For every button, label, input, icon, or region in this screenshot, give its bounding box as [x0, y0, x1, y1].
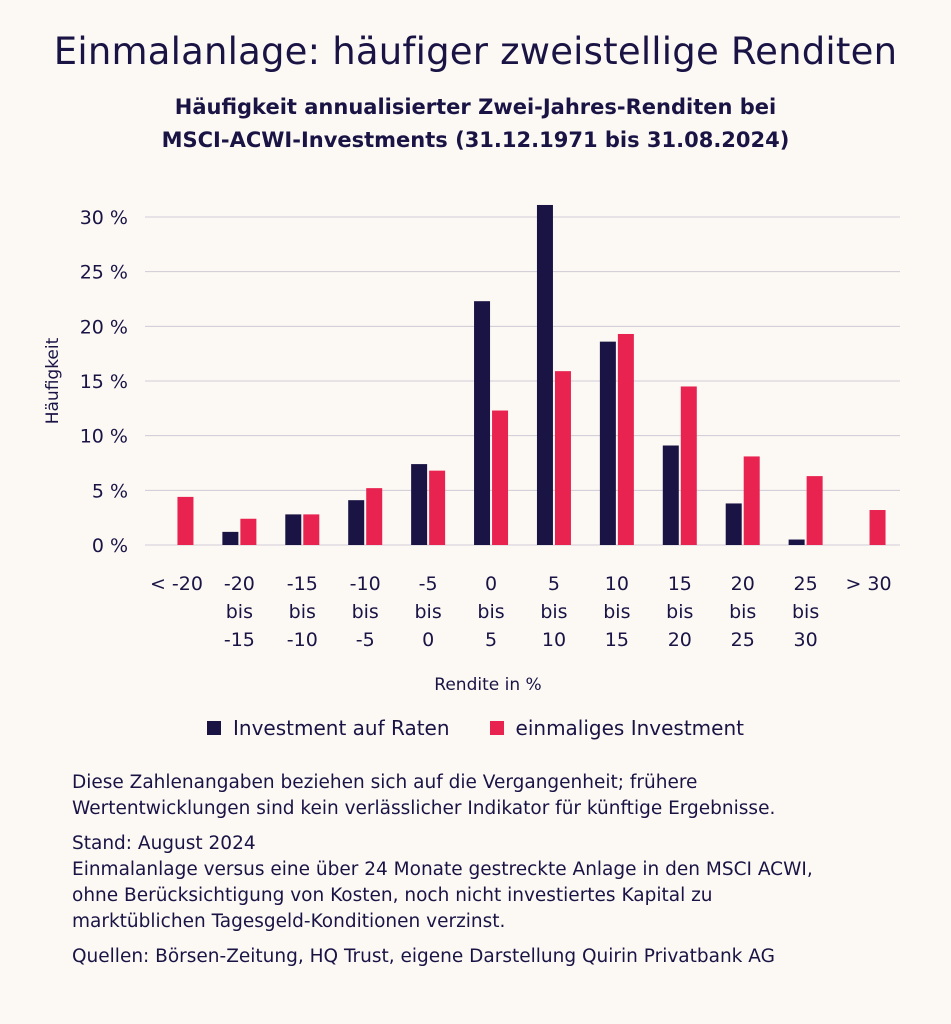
- legend-swatch-raten: [207, 721, 222, 735]
- legend-item-einmalig: einmaliges Investment: [489, 716, 744, 740]
- bar-einmalig: [492, 410, 509, 545]
- x-tick-label: -15: [287, 573, 318, 595]
- bar-einmalig: [617, 333, 634, 545]
- x-tick-label: -10: [350, 573, 381, 595]
- x-tick-label: > 30: [845, 573, 891, 595]
- x-tick-label: bis: [226, 601, 253, 623]
- x-tick-label: bis: [352, 601, 379, 623]
- bar-raten: [788, 539, 805, 545]
- stand-line: marktüblichen Tagesgeld-Konditionen verz…: [72, 911, 506, 932]
- bar-raten: [222, 531, 239, 545]
- x-tick-label: 30: [794, 629, 818, 651]
- x-tick-label: bis: [289, 601, 316, 623]
- x-tick-label: -5: [419, 573, 438, 595]
- y-tick-label: 5 %: [92, 480, 128, 502]
- chart-title: Einmalanlage: häufiger zweistellige Rend…: [53, 30, 898, 73]
- y-axis-label: Häufigkeit: [43, 337, 63, 424]
- y-tick-label: 15 %: [80, 371, 128, 393]
- chart-legend: Investment auf Raten einmaliges Investme…: [0, 716, 951, 740]
- footnotes: Diese Zahlenangaben beziehen sich auf di…: [72, 770, 892, 979]
- bar-raten: [725, 503, 742, 545]
- chart-subtitle: Häufigkeit annualisierter Zwei-Jahres-Re…: [0, 91, 951, 157]
- x-tick-label: bis: [415, 601, 442, 623]
- x-tick-label: 5: [485, 629, 497, 651]
- y-tick-label: 25 %: [80, 262, 128, 284]
- subtitle-line: Häufigkeit annualisierter Zwei-Jahres-Re…: [174, 95, 777, 119]
- bar-einmalig: [869, 510, 886, 545]
- x-tick-label: -15: [224, 629, 255, 651]
- y-tick-label: 30 %: [80, 207, 128, 229]
- bar-einmalig: [240, 518, 257, 545]
- x-tick-label: bis: [666, 601, 693, 623]
- x-tick-label: 0: [485, 573, 497, 595]
- x-tick-label: 10: [542, 629, 566, 651]
- bar-einmalig: [743, 456, 760, 545]
- bar-raten: [411, 464, 428, 545]
- bar-raten: [474, 301, 491, 545]
- y-tick-label: 20 %: [80, 316, 128, 338]
- legend-item-raten: Investment auf Raten: [207, 716, 450, 740]
- bar-raten: [348, 500, 365, 545]
- x-tick-label: bis: [477, 601, 504, 623]
- legend-label-raten: Investment auf Raten: [233, 716, 450, 740]
- x-tick-label: 15: [605, 629, 629, 651]
- x-tick-label: 10: [605, 573, 629, 595]
- y-tick-label: 0 %: [92, 535, 128, 557]
- x-tick-label: bis: [540, 601, 567, 623]
- bar-raten: [536, 204, 553, 545]
- bar-einmalig: [806, 476, 823, 545]
- x-tick-label: 20: [668, 629, 692, 651]
- x-tick-label: bis: [603, 601, 630, 623]
- x-tick-label: 15: [668, 573, 692, 595]
- x-tick-label: bis: [792, 601, 819, 623]
- x-tick-label: < -20: [150, 573, 203, 595]
- x-tick-label: bis: [729, 601, 756, 623]
- bar-einmalig: [303, 514, 320, 545]
- bar-chart: 0 % 5 % 10 % 15 % 20 % 25 % 30 % Häufigkeit < -2…: [43, 204, 900, 695]
- legend-label-einmalig: einmaliges Investment: [515, 716, 744, 740]
- sources-line: Quellen: Börsen-Zeitung, HQ Trust, eigen…: [72, 946, 775, 967]
- bar-einmalig: [680, 386, 697, 545]
- bar-einmalig: [554, 371, 571, 545]
- x-tick-label: -20: [224, 573, 255, 595]
- bar-raten: [662, 445, 679, 545]
- disclaimer-line: Diese Zahlenangaben beziehen sich auf di…: [72, 772, 698, 793]
- disclaimer: Diese Zahlenangaben beziehen sich auf di…: [72, 770, 892, 822]
- bar-einmalig: [177, 496, 194, 545]
- x-tick-label: 25: [794, 573, 818, 595]
- bar-einmalig: [366, 488, 383, 545]
- x-tick-label: -5: [356, 629, 375, 651]
- x-tick-label: -10: [287, 629, 318, 651]
- disclaimer-line: Wertentwicklungen sind kein verlässliche…: [72, 798, 776, 819]
- x-tick-label: 25: [731, 629, 755, 651]
- x-axis-label: Rendite in %: [434, 675, 541, 695]
- subtitle-line: MSCI-ACWI-Investments (31.12.1971 bis 31…: [161, 128, 790, 152]
- legend-swatch-einmalig: [489, 721, 504, 735]
- bar-einmalig: [429, 470, 446, 545]
- y-tick-label: 10 %: [80, 426, 128, 448]
- x-tick-label: 0: [422, 629, 434, 651]
- x-tick-label: 5: [548, 573, 560, 595]
- stand-note: Stand: August 2024 Einmalanlage versus e…: [72, 831, 892, 935]
- stand-line: ohne Berücksichtigung von Kosten, noch n…: [72, 885, 713, 906]
- sources-note: Quellen: Börsen-Zeitung, HQ Trust, eigen…: [72, 944, 892, 970]
- stand-line: Einmalanlage versus eine über 24 Monate …: [72, 859, 813, 880]
- bar-raten: [285, 514, 302, 545]
- stand-line: Stand: August 2024: [72, 833, 256, 854]
- x-tick-label: 20: [731, 573, 755, 595]
- bar-raten: [599, 341, 616, 545]
